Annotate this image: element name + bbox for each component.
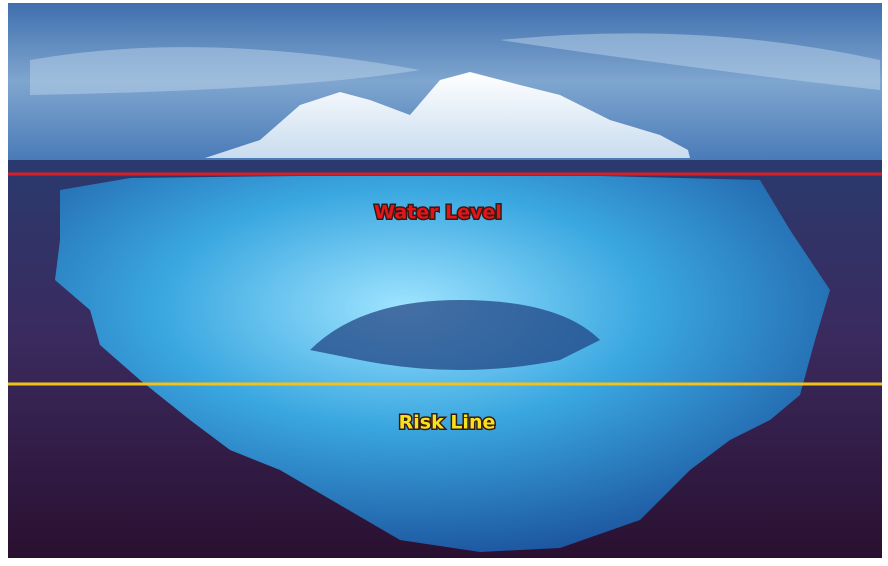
risk-line-label: Risk Line xyxy=(399,412,496,434)
water-level-label: Water Level xyxy=(374,202,502,224)
iceberg-image: Water Level Risk Line xyxy=(0,0,888,566)
page: Water Level Risk Line (() => { const dat… xyxy=(0,0,888,566)
